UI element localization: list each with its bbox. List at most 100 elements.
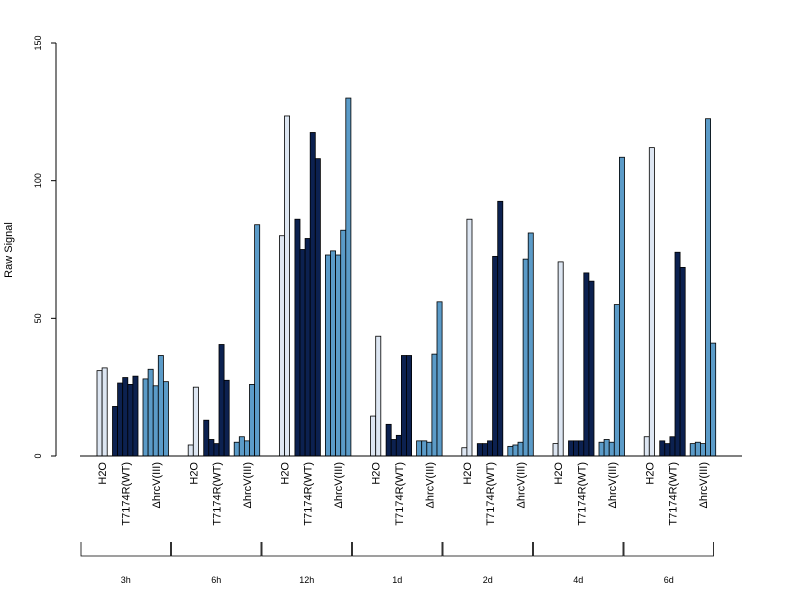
timepoint-label: 12h	[299, 575, 314, 585]
bar	[608, 441, 615, 457]
bar	[705, 118, 711, 457]
bar	[674, 251, 681, 457]
timepoint-bracket	[623, 542, 714, 557]
category-label: H2O	[97, 462, 109, 485]
bar	[643, 436, 650, 457]
bar	[431, 353, 438, 457]
bar	[588, 280, 595, 457]
category-label: ΔhrcV(III)	[151, 462, 163, 508]
timepoint-label: 4d	[573, 575, 583, 585]
timepoint-label: 1d	[392, 575, 402, 585]
bar	[700, 443, 706, 457]
timepoint-label: 3h	[121, 575, 131, 585]
bar	[416, 440, 423, 457]
bar	[223, 379, 230, 457]
y-axis-label: Raw Signal	[3, 222, 15, 278]
bar	[142, 378, 149, 457]
y-tick-label: 50	[33, 313, 43, 323]
bar	[613, 304, 620, 457]
category-label: H2O	[188, 462, 200, 485]
timepoint-label: 6d	[664, 575, 674, 585]
bar	[583, 272, 590, 457]
category-label: ΔhrcV(III)	[516, 462, 528, 508]
bar	[679, 266, 686, 457]
bar	[512, 444, 519, 457]
bar	[481, 443, 488, 457]
bar	[487, 440, 493, 457]
category-label: ΔhrcV(III)	[698, 462, 710, 508]
bar	[527, 232, 534, 457]
category-label: T7174R(WT)	[303, 462, 315, 526]
timepoint-bracket	[442, 542, 533, 557]
bar	[648, 147, 655, 457]
category-label: ΔhrcV(III)	[333, 462, 345, 508]
y-axis: 0 50 100 150	[33, 35, 57, 459]
bar	[476, 443, 483, 457]
bar	[400, 355, 407, 457]
bar	[309, 132, 316, 457]
bar	[157, 355, 164, 457]
bar	[694, 441, 701, 457]
bar	[552, 443, 559, 457]
category-label: T7174R(WT)	[211, 462, 223, 526]
timepoint-label: 6h	[211, 575, 221, 585]
category-label: T7174R(WT)	[394, 462, 406, 526]
bar	[370, 415, 377, 457]
bar	[243, 440, 250, 457]
category-label: T7174R(WT)	[120, 462, 132, 526]
bars	[96, 97, 717, 457]
bar	[96, 370, 103, 457]
category-label: H2O	[644, 462, 656, 485]
bar	[238, 436, 245, 457]
bar	[689, 443, 696, 457]
category-label: ΔhrcV(III)	[242, 462, 254, 508]
bar	[619, 156, 625, 457]
bar	[314, 158, 321, 457]
bar	[421, 440, 428, 457]
bar	[466, 218, 473, 457]
bar	[603, 439, 610, 457]
category-label: H2O	[280, 462, 292, 485]
timepoint-bracket	[261, 542, 352, 557]
bar	[278, 235, 285, 457]
timepoint-bracket	[352, 542, 443, 557]
y-tick-label: 150	[33, 35, 43, 50]
category-label: T7174R(WT)	[576, 462, 588, 526]
timepoint-label: 2d	[483, 575, 493, 585]
bar	[659, 440, 666, 457]
timepoint-brackets: 3h 6h 12h 1d 2d 4d 6d	[80, 542, 714, 585]
bar	[568, 440, 574, 457]
bar	[304, 238, 311, 457]
category-label: ΔhrcV(III)	[607, 462, 619, 508]
bar	[192, 386, 199, 457]
bar	[152, 385, 159, 457]
bar	[492, 255, 499, 457]
category-label: H2O	[462, 462, 474, 485]
bar	[127, 384, 134, 457]
bar	[213, 443, 220, 457]
timepoint-bracket	[533, 542, 624, 557]
bar	[112, 406, 118, 457]
bar	[578, 440, 585, 457]
bar	[147, 368, 154, 457]
category-label: ΔhrcV(III)	[424, 462, 436, 508]
bar	[284, 115, 290, 457]
bar	[664, 443, 671, 457]
bar	[208, 439, 215, 457]
bar	[218, 344, 225, 457]
bar	[335, 254, 342, 457]
bar	[598, 441, 605, 457]
category-label: T7174R(WT)	[667, 462, 679, 526]
bar	[669, 436, 676, 457]
bar	[203, 419, 210, 457]
bar	[385, 423, 392, 457]
bar	[101, 367, 108, 457]
bar	[497, 200, 504, 457]
y-tick-label: 100	[33, 173, 43, 188]
bar	[254, 224, 261, 457]
bar	[330, 250, 336, 457]
bar	[461, 447, 468, 457]
bar	[406, 355, 412, 457]
category-label: T7174R(WT)	[485, 462, 497, 526]
category-label: H2O	[553, 462, 565, 485]
